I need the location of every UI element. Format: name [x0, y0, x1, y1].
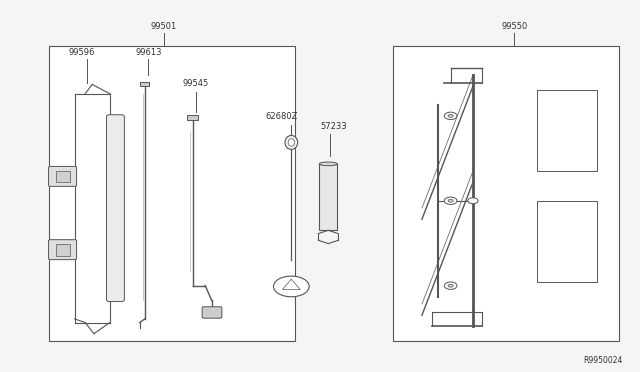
Polygon shape [282, 279, 300, 289]
Circle shape [448, 114, 453, 117]
Text: 99501: 99501 [151, 22, 177, 31]
Bar [56, 171, 70, 182]
Bar [49, 46, 294, 341]
Text: 99596: 99596 [68, 48, 95, 57]
Bar [537, 90, 597, 171]
Text: 62680Z: 62680Z [266, 112, 298, 121]
FancyBboxPatch shape [202, 307, 222, 318]
Circle shape [273, 276, 309, 297]
Text: 99550: 99550 [501, 22, 527, 31]
Text: 99613: 99613 [135, 48, 162, 57]
Circle shape [444, 112, 457, 119]
Ellipse shape [288, 139, 294, 146]
Circle shape [448, 284, 453, 287]
Circle shape [448, 199, 453, 202]
FancyBboxPatch shape [49, 166, 77, 186]
Text: 57233: 57233 [320, 122, 347, 131]
Circle shape [444, 282, 457, 289]
FancyBboxPatch shape [49, 240, 77, 260]
Bar [394, 46, 620, 341]
Ellipse shape [285, 135, 298, 150]
Bar [140, 82, 149, 86]
Text: 99545: 99545 [183, 79, 209, 88]
FancyBboxPatch shape [106, 115, 124, 302]
Text: R9950024: R9950024 [583, 356, 623, 365]
Bar [188, 115, 198, 119]
Bar [319, 164, 337, 230]
Bar [537, 201, 597, 282]
Circle shape [444, 197, 457, 205]
Bar [56, 244, 70, 256]
Circle shape [468, 198, 478, 204]
Ellipse shape [319, 162, 337, 166]
